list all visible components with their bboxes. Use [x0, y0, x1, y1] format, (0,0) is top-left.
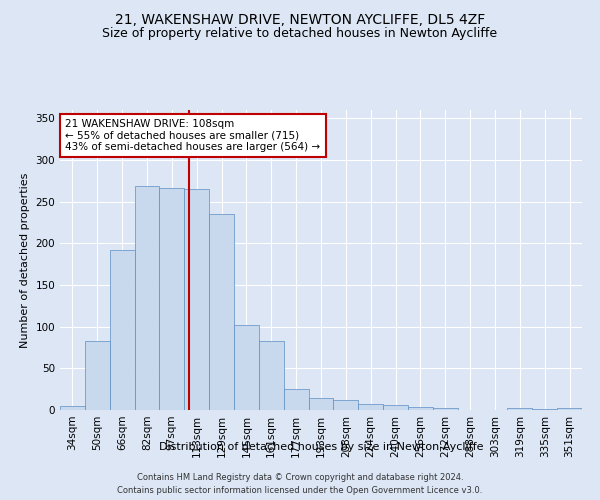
Text: 21 WAKENSHAW DRIVE: 108sqm
← 55% of detached houses are smaller (715)
43% of sem: 21 WAKENSHAW DRIVE: 108sqm ← 55% of deta…: [65, 119, 320, 152]
Bar: [358, 404, 383, 410]
Text: Contains HM Land Registry data © Crown copyright and database right 2024.: Contains HM Land Registry data © Crown c…: [137, 472, 463, 482]
Text: Contains public sector information licensed under the Open Government Licence v3: Contains public sector information licen…: [118, 486, 482, 495]
Bar: [234, 325, 259, 410]
Bar: [85, 341, 110, 410]
Bar: [508, 408, 532, 410]
Bar: [433, 408, 458, 410]
Text: 21, WAKENSHAW DRIVE, NEWTON AYCLIFFE, DL5 4ZF: 21, WAKENSHAW DRIVE, NEWTON AYCLIFFE, DL…: [115, 12, 485, 26]
Bar: [134, 186, 160, 410]
Text: Distribution of detached houses by size in Newton Aycliffe: Distribution of detached houses by size …: [159, 442, 483, 452]
Bar: [60, 406, 85, 410]
Bar: [408, 406, 433, 410]
Bar: [184, 189, 209, 410]
Bar: [110, 250, 134, 410]
Text: Size of property relative to detached houses in Newton Aycliffe: Size of property relative to detached ho…: [103, 28, 497, 40]
Bar: [557, 408, 582, 410]
Bar: [532, 409, 557, 410]
Bar: [259, 341, 284, 410]
Y-axis label: Number of detached properties: Number of detached properties: [20, 172, 30, 348]
Bar: [308, 398, 334, 410]
Bar: [209, 214, 234, 410]
Bar: [284, 389, 308, 410]
Bar: [160, 188, 184, 410]
Bar: [334, 400, 358, 410]
Bar: [383, 405, 408, 410]
